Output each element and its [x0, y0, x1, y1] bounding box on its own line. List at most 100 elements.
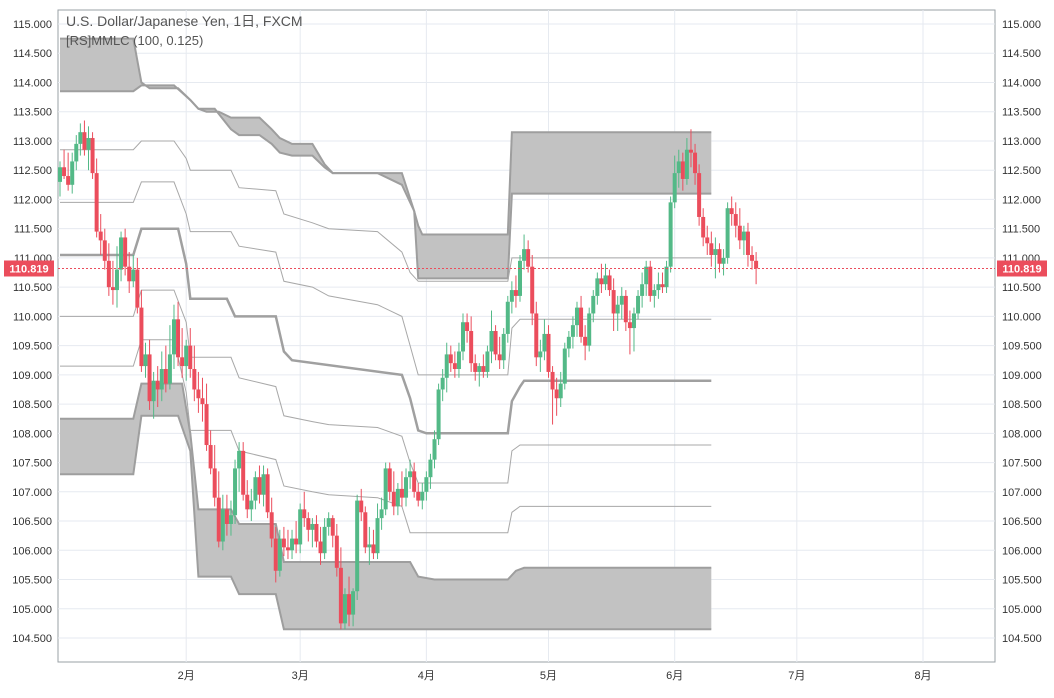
candle-body: [281, 538, 286, 548]
candle: [436, 383, 441, 446]
y-tick-label-left: 112.500: [13, 165, 52, 177]
candle-body: [163, 369, 168, 384]
candle: [741, 225, 746, 255]
candle: [680, 152, 685, 191]
candle-body: [86, 138, 91, 150]
upper-band-bottom-edge: [60, 84, 712, 280]
candle: [477, 363, 482, 387]
candle: [176, 301, 181, 367]
candle: [733, 202, 738, 238]
y-tick-label-right: 108.000: [1002, 428, 1042, 440]
y-tick-label-left: 114.500: [13, 48, 52, 60]
candle: [399, 471, 404, 507]
candle: [420, 483, 425, 510]
candle-body: [424, 477, 429, 492]
x-tick-label: 5月: [540, 670, 557, 682]
candle-body: [538, 351, 543, 358]
candle: [102, 228, 107, 270]
candle: [697, 164, 702, 226]
candle: [729, 196, 734, 226]
candle-body: [627, 322, 632, 329]
y-tick-label-right: 115.000: [1002, 19, 1041, 31]
candle: [245, 480, 250, 519]
candle: [505, 295, 510, 343]
chart-title: U.S. Dollar/Japanese Yen, 1日, FXCM: [66, 13, 303, 29]
candle: [456, 342, 461, 378]
candle: [188, 328, 193, 378]
candle: [334, 523, 339, 577]
candle-body: [558, 383, 563, 399]
candle: [493, 325, 498, 361]
candle: [159, 351, 164, 402]
upper-band: [60, 38, 712, 279]
candle: [587, 307, 592, 352]
candle-body: [672, 173, 677, 203]
candle-body: [216, 497, 221, 542]
candle-body: [485, 351, 490, 372]
candle-body: [302, 509, 307, 519]
candle: [538, 339, 543, 372]
candle: [155, 366, 160, 408]
candle: [342, 588, 347, 630]
candle-body: [737, 225, 742, 241]
candle-body: [477, 366, 482, 372]
candle-body: [412, 471, 417, 492]
y-tick-label-left: 112.000: [13, 194, 52, 206]
candle: [220, 494, 225, 551]
candle-body: [595, 278, 600, 296]
x-tick-label: 8月: [914, 670, 931, 682]
level-line: [60, 140, 712, 282]
y-tick-label-left: 110.500: [13, 282, 52, 294]
candle-body: [497, 354, 502, 361]
y-tick-label-right: 105.000: [1002, 604, 1042, 616]
candle-body: [269, 512, 274, 539]
candle-body: [688, 149, 693, 153]
candle: [530, 254, 535, 326]
y-tick-label-left: 113.000: [13, 136, 52, 148]
candle-body: [469, 331, 474, 364]
candle: [444, 342, 449, 393]
candle: [241, 442, 246, 501]
candle-body: [570, 325, 575, 337]
y-tick-label-left: 113.500: [13, 107, 52, 119]
candle: [509, 281, 514, 314]
candle-body: [359, 500, 364, 513]
candle-body: [640, 284, 645, 296]
y-tick-label-right: 112.500: [1002, 165, 1041, 177]
candle-body: [204, 404, 209, 446]
candle: [338, 547, 343, 630]
candle-body: [347, 594, 352, 615]
candle: [216, 471, 221, 548]
candle: [290, 529, 295, 560]
candle: [701, 208, 706, 247]
candle-body: [542, 333, 547, 352]
candle: [135, 257, 140, 314]
candle-body: [505, 301, 510, 334]
candle-body: [310, 523, 315, 530]
last-price-tag-left: [4, 260, 54, 277]
candle: [94, 158, 99, 238]
y-tick-label-right: 110.000: [1002, 311, 1041, 323]
candle-body: [509, 290, 514, 302]
candle-body: [395, 488, 400, 507]
candle-body: [599, 278, 604, 285]
candle: [322, 518, 327, 560]
candle: [737, 208, 742, 250]
candle: [664, 260, 669, 293]
candle-body: [546, 333, 551, 372]
candle-body: [277, 538, 282, 571]
candle-body: [615, 304, 620, 314]
y-tick-label-right: 113.000: [1002, 136, 1041, 148]
candle: [583, 325, 588, 361]
y-tick-label-left: 114.000: [13, 77, 52, 89]
candle-body: [668, 202, 673, 267]
candle-body: [493, 331, 498, 355]
candle: [180, 328, 185, 378]
candle-body: [322, 526, 327, 554]
candle-body: [326, 518, 331, 527]
candle-body: [212, 468, 217, 498]
candle: [330, 515, 335, 548]
candle-body: [513, 290, 518, 296]
candle: [375, 503, 380, 560]
